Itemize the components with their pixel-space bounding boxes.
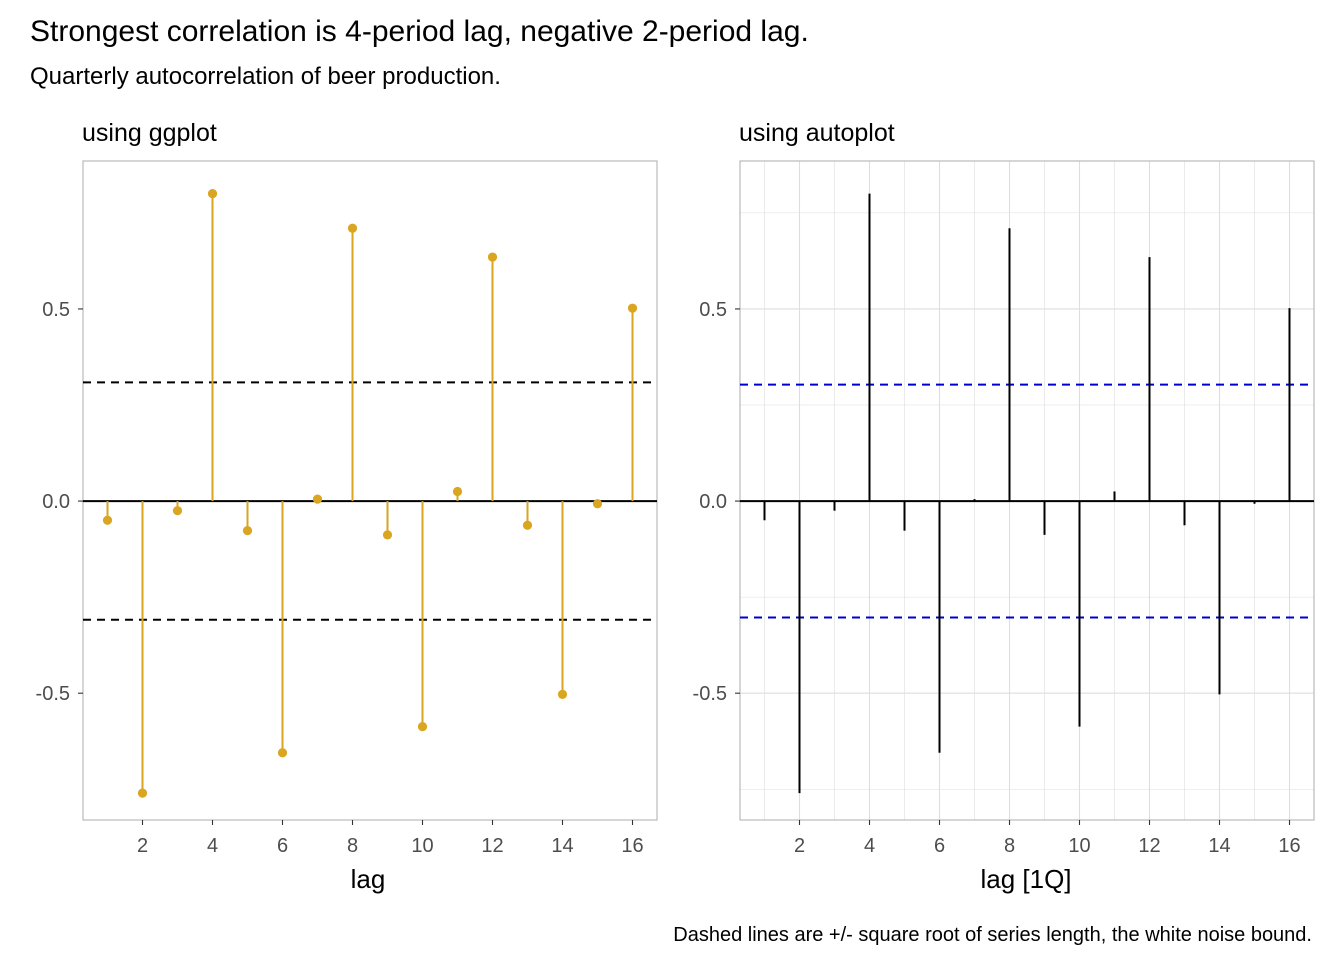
figure-caption: Dashed lines are +/- square root of seri… [673,924,1312,946]
y-tick-label: 0.0 [42,491,70,513]
acf-point-lag-13 [522,520,533,530]
panel-border [739,160,1315,821]
panel-title-ggplot: using ggplot [82,119,217,147]
y-tick-label: 0.0 [699,491,727,513]
acf-point-lag-4 [207,189,218,199]
panel-title-autoplot: using autoplot [739,119,895,147]
x-tick-label: 12 [481,835,503,857]
y-tick-label: 0.5 [699,299,727,321]
x-tick-label: 14 [1208,835,1230,857]
panel-border [82,160,658,821]
acf-point-lag-11 [452,486,463,497]
x-tick-label: 8 [347,835,358,857]
acf-point-lag-6 [277,748,288,758]
x-tick-label: 14 [551,835,573,857]
acf-point-lag-10 [417,722,428,732]
acf-point-lag-1 [102,515,113,525]
x-tick-label: 10 [1068,835,1090,857]
x-axis-label-autoplot: lag [1Q] [980,864,1071,894]
acf-point-lag-15 [592,499,603,509]
x-tick-label: 4 [207,835,218,857]
y-tick-label: -0.5 [36,683,70,705]
x-tick-label: 16 [621,835,643,857]
acf-point-lag-2 [137,788,148,798]
acf-point-lag-16 [627,303,638,313]
y-tick-label: 0.5 [42,299,70,321]
x-tick-label: 12 [1138,835,1160,857]
acf-point-lag-9 [382,530,393,540]
acf-point-lag-14 [557,689,568,699]
figure-subtitle: Quarterly autocorrelation of beer produc… [30,63,501,90]
acf-point-lag-5 [242,526,253,536]
x-tick-label: 8 [1004,835,1015,857]
acf-point-lag-8 [347,223,358,233]
x-tick-label: 10 [411,835,433,857]
x-axis-label-ggplot: lag [351,864,386,894]
x-tick-label: 16 [1278,835,1300,857]
autoplot-panel: 2 4 6 8 10 12 14 16 -0.5 0.0 0.5 [693,160,1315,857]
y-tick-label: -0.5 [693,683,727,705]
x-tick-label: 2 [137,835,148,857]
x-tick-label: 4 [864,835,875,857]
x-tick-label: 6 [934,835,945,857]
acf-point-lag-7 [312,494,323,504]
acf-point-lag-3 [172,506,183,516]
x-tick-label: 2 [794,835,805,857]
figure-title: Strongest correlation is 4-period lag, n… [30,15,809,48]
ggplot-panel: 2 4 6 8 10 12 14 16 -0.5 0.0 0.5 [36,160,658,857]
acf-point-lag-12 [487,252,498,262]
x-tick-label: 6 [277,835,288,857]
